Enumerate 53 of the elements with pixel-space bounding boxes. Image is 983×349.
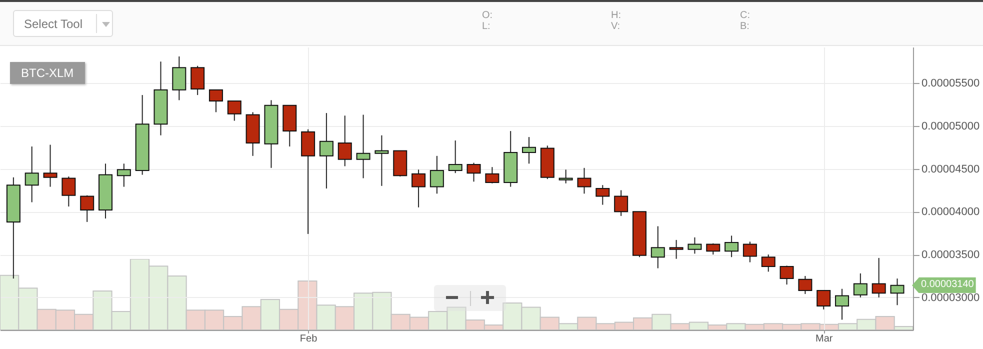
candlestick bbox=[80, 194, 94, 222]
candlestick bbox=[190, 65, 205, 96]
candlestick bbox=[761, 254, 776, 272]
candlestick bbox=[835, 288, 850, 320]
candlestick bbox=[614, 190, 628, 216]
candlestick bbox=[227, 100, 242, 122]
candlestick bbox=[116, 163, 131, 188]
candlestick bbox=[780, 265, 794, 286]
text: O: bbox=[482, 10, 493, 21]
text: H: bbox=[611, 10, 621, 21]
candlestick bbox=[172, 56, 186, 101]
x-tick-label: Feb bbox=[300, 334, 318, 344]
candlestick bbox=[24, 146, 39, 203]
candlestick bbox=[448, 140, 462, 174]
candlestick bbox=[466, 162, 481, 182]
candlestick bbox=[853, 272, 868, 298]
text: 0.00003140 bbox=[912, 277, 976, 294]
candlestick bbox=[650, 226, 665, 269]
y-tick-label: 0.00005500 bbox=[922, 78, 980, 90]
y-tick-label: 0.00005000 bbox=[922, 120, 980, 132]
x-tick-label: Mar bbox=[815, 334, 834, 344]
candlestick bbox=[688, 236, 702, 254]
candlestick bbox=[742, 241, 757, 263]
candlestick bbox=[816, 290, 831, 310]
candlestick bbox=[43, 144, 58, 188]
text: BTC-XLM bbox=[10, 62, 85, 84]
candlestick bbox=[522, 136, 536, 164]
candlestick bbox=[430, 155, 444, 194]
text: C: bbox=[740, 10, 750, 21]
y-tick-label: 0.00004000 bbox=[922, 206, 980, 218]
text: Select Tool bbox=[24, 17, 82, 31]
text: V: bbox=[611, 21, 620, 32]
candlestick bbox=[577, 167, 592, 194]
candlestick bbox=[374, 134, 389, 186]
text: L: bbox=[482, 21, 490, 32]
candlestick bbox=[872, 257, 886, 298]
y-tick-label: 0.00003000 bbox=[922, 292, 980, 304]
candlestick bbox=[62, 176, 76, 208]
candlestick bbox=[724, 235, 739, 258]
text: B: bbox=[740, 21, 750, 32]
candlestick bbox=[890, 278, 904, 306]
candlestick bbox=[356, 114, 370, 179]
candlestick bbox=[319, 112, 334, 189]
candlestick bbox=[208, 89, 223, 113]
y-tick-label: 0.00004500 bbox=[922, 163, 980, 176]
candlestick bbox=[798, 275, 812, 294]
candlestick bbox=[558, 169, 573, 184]
candlestick bbox=[596, 184, 610, 206]
candlestick bbox=[338, 115, 352, 167]
candlestick bbox=[669, 239, 684, 260]
candlestick bbox=[412, 169, 426, 208]
candlestick bbox=[485, 166, 500, 184]
y-tick-label: 0.00003500 bbox=[922, 249, 980, 262]
